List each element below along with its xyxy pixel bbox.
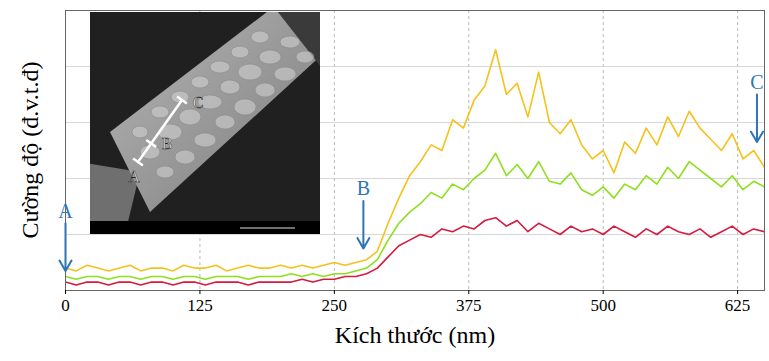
svg-text:625: 625 [725, 296, 751, 315]
svg-text:0: 0 [61, 296, 70, 315]
svg-text:B: B [357, 177, 370, 199]
html-text:Cường độ (đ.v.t.đ): Cường độ (đ.v.t.đ) [16, 61, 43, 239]
svg-text:B: B [162, 135, 173, 152]
html-text:Kích thước (nm): Kích thước (nm) [334, 322, 496, 348]
svg-text:125: 125 [187, 296, 213, 315]
svg-text:A: A [58, 200, 73, 222]
svg-text:A: A [128, 168, 140, 185]
svg-text:250: 250 [322, 296, 348, 315]
svg-text:C: C [193, 94, 204, 111]
svg-text:375: 375 [456, 296, 482, 315]
svg-text:500: 500 [590, 296, 616, 315]
svg-text:C: C [750, 71, 763, 93]
